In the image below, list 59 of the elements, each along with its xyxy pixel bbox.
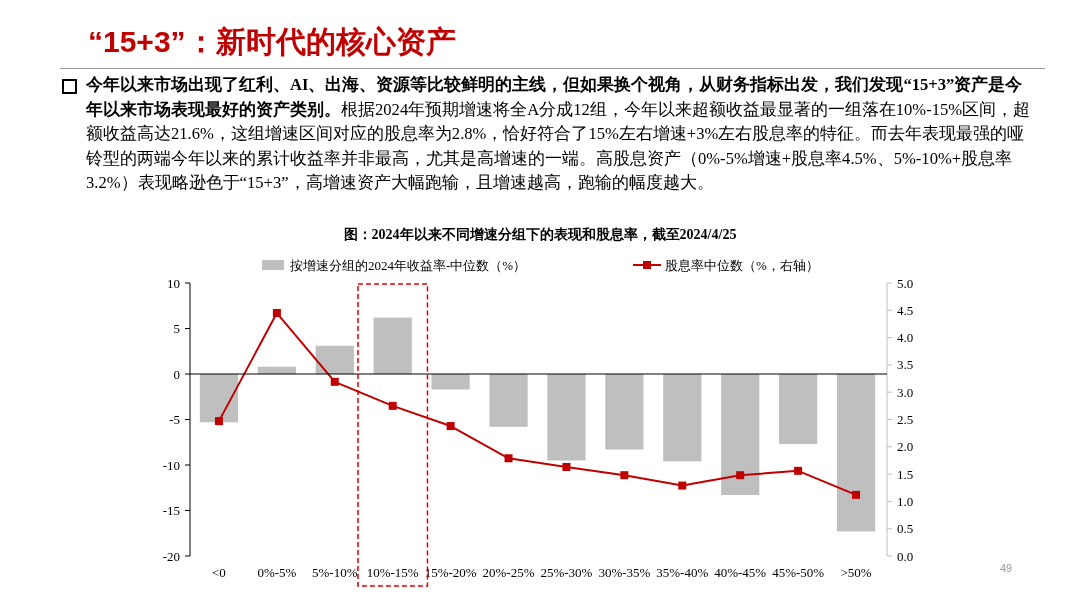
y2-tick-label: 4.0 [897,330,914,346]
y-tick-label: 10 [167,275,180,291]
y2-tick-label: 2.0 [897,439,914,455]
y2-tick-label: 3.5 [897,357,914,373]
text: 图：2024年以来不同增速分组下的表现和股息率，截至2024/4/25 [342,226,738,244]
y2-tick-label: 3.0 [897,384,914,400]
point [214,417,223,426]
x-tick-label: 45%-50% [772,565,825,580]
bar [721,374,760,496]
y-tick-label: -10 [162,457,180,473]
x-tick-label: 20%-25% [482,565,535,580]
y2-tick-label: 0.0 [897,548,914,564]
chart-title: “15+3”：新时代的核心资产 [88,24,456,60]
bar [779,374,818,445]
y2-tick-label: 4.5 [897,302,914,318]
x-tick-label: 25%-30% [540,565,593,580]
bar [315,345,354,374]
y-tick-label: -20 [162,548,180,564]
bar [663,374,702,462]
bar [836,374,876,532]
y-tick-label: -5 [169,412,180,427]
bar [547,374,586,461]
y2-tick-label: 5.0 [897,275,914,291]
y-tick-label: 5 [173,321,180,336]
x-tick-label: 0%-5% [257,565,297,580]
bar [489,374,528,427]
x-tick-label: 30%-35% [598,565,651,580]
y2-tick-label: 1.5 [897,466,914,482]
bar [605,374,644,450]
point [562,463,571,471]
y2-tick-label: 2.5 [897,412,914,427]
x-tick-label: 40%-45% [714,565,767,580]
legend-label: 股息率中位数（%，右轴） [665,257,819,273]
x-tick-label: 5%-10% [312,565,358,580]
y2-tick-label: 0.5 [897,521,914,537]
x-tick-label: 15%-20% [424,565,477,580]
y-tick-label: 0 [173,366,180,382]
point [794,466,803,475]
bar [199,374,239,423]
x-tick-label: 35%-40% [656,565,709,580]
point [446,422,455,431]
x-tick-label: >50% [840,565,872,580]
point [678,481,687,490]
bar [431,374,470,390]
x-tick-label: 10%-15% [366,565,419,580]
point [852,490,861,499]
x-tick-label: <0 [212,565,226,580]
text: 49 [1000,562,1013,574]
legend-label: 按增速分组的2024年收益率-中位数（%） [290,257,527,273]
point [620,471,629,480]
y2-tick-label: 1.0 [897,493,914,509]
point [272,309,281,318]
y-tick-label: -15 [162,503,180,518]
bar [373,317,412,374]
point [388,401,397,410]
point [736,471,745,480]
point [504,454,513,463]
point [330,377,339,386]
chart-subtitle: 今年以来市场出现了红利、AI、出海、资源等比较鲜明的主线，但如果换个视角，从财务指标出发，我们发现“15+3”资产是今年以来市场表现最好的资产类别。根据2024年预期增速将全A分成12组，今年以来超额收益最显著的一组落在10%-15%区间，超额收益高达21.6%，这组增速区间对应的股息率为2.8%，恰好符合了15%左右增速+3%左右股息率的特征。而去年表现最强的哑铃型的两端今年以来的累计收益率并非最高，尤其是高增速的一端。高股息资产（0%-5%增速+股息率4.5%、5%-10%+股息率3.2%）表现略逊色于“15+3”，高增速资产大幅跑输，且增速越高，跑输的幅度越大。 [86,74,1032,194]
